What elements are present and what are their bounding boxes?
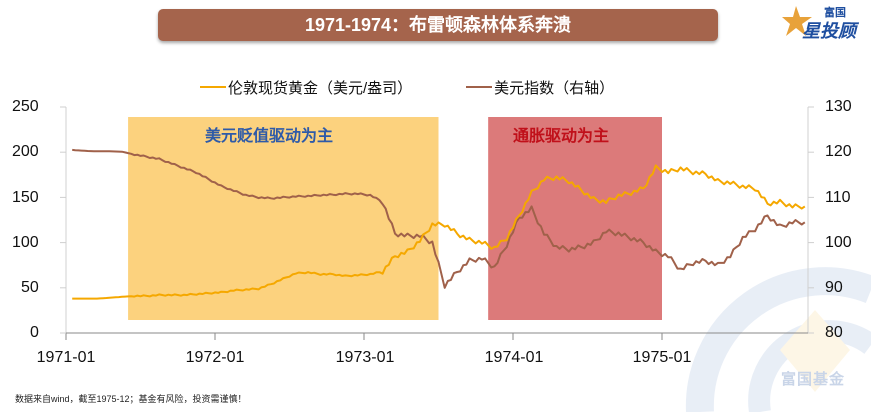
- legend-label-gold: 伦敦现货黄金（美元/盎司）: [228, 79, 413, 97]
- usd-index-line: [72, 148, 806, 289]
- y-right-tick-110: 110: [825, 189, 851, 206]
- x-tick-1974: 1974-01: [484, 349, 544, 366]
- highlight-region-0: [128, 117, 439, 320]
- legend-label-usd-index: 美元指数（右轴）: [494, 79, 615, 97]
- y-left-tick-0: 0: [30, 324, 39, 341]
- brand-logo: 富国 星投顾: [782, 4, 862, 41]
- chart-title-banner: 1971-1974：布雷顿森林体系奔溃: [158, 9, 718, 41]
- data-lines: [72, 148, 806, 300]
- star-logo-icon: [782, 6, 812, 36]
- data-source-footnote: 数据来自wind，截至1975-12；基金有风险，投资需谨慎！: [15, 394, 247, 404]
- y-right-tick-90: 90: [825, 279, 843, 296]
- gold-price-line: [72, 164, 806, 300]
- legend-item-usd-index: 美元指数（右轴）: [466, 77, 614, 98]
- y-left-tick-50: 50: [21, 279, 39, 296]
- x-tick-1975: 1975-01: [632, 349, 692, 366]
- highlight-regions: [128, 117, 662, 320]
- region-label-inflation: 通胀驱动为主: [513, 128, 610, 145]
- watermark-text: 富国基金: [781, 371, 846, 388]
- y-left-tick-200: 200: [12, 143, 39, 160]
- x-tick-1972: 1972-01: [185, 349, 245, 366]
- y-left-tick-100: 100: [12, 234, 39, 251]
- chart-title: 1971-1974：布雷顿森林体系奔溃: [304, 15, 572, 35]
- legend-swatch-usd-index: [466, 86, 493, 88]
- y-right-tick-120: 120: [825, 143, 852, 160]
- y-right-tick-100: 100: [825, 234, 852, 251]
- y-left-tick-250: 250: [12, 98, 39, 115]
- watermark-emblem-icon: [685, 267, 871, 412]
- axis-ticks: [60, 106, 814, 340]
- x-tick-1973: 1973-01: [335, 349, 395, 366]
- y-right-tick-130: 130: [825, 98, 852, 115]
- highlight-region-1: [488, 117, 662, 320]
- chart-legend: 伦敦现货黄金（美元/盎司） 美元指数（右轴）: [200, 76, 668, 98]
- legend-swatch-gold: [200, 86, 226, 88]
- y-right-tick-80: 80: [825, 324, 843, 341]
- logo-bottom-text: 星投顾: [802, 21, 856, 41]
- logo-top-text: 富国: [824, 7, 846, 19]
- region-label-usd-depreciation: 美元贬值驱动为主: [205, 128, 334, 145]
- y-left-tick-150: 150: [12, 189, 39, 206]
- legend-item-gold: 伦敦现货黄金（美元/盎司）: [200, 77, 412, 98]
- x-tick-1971: 1971-01: [36, 349, 96, 366]
